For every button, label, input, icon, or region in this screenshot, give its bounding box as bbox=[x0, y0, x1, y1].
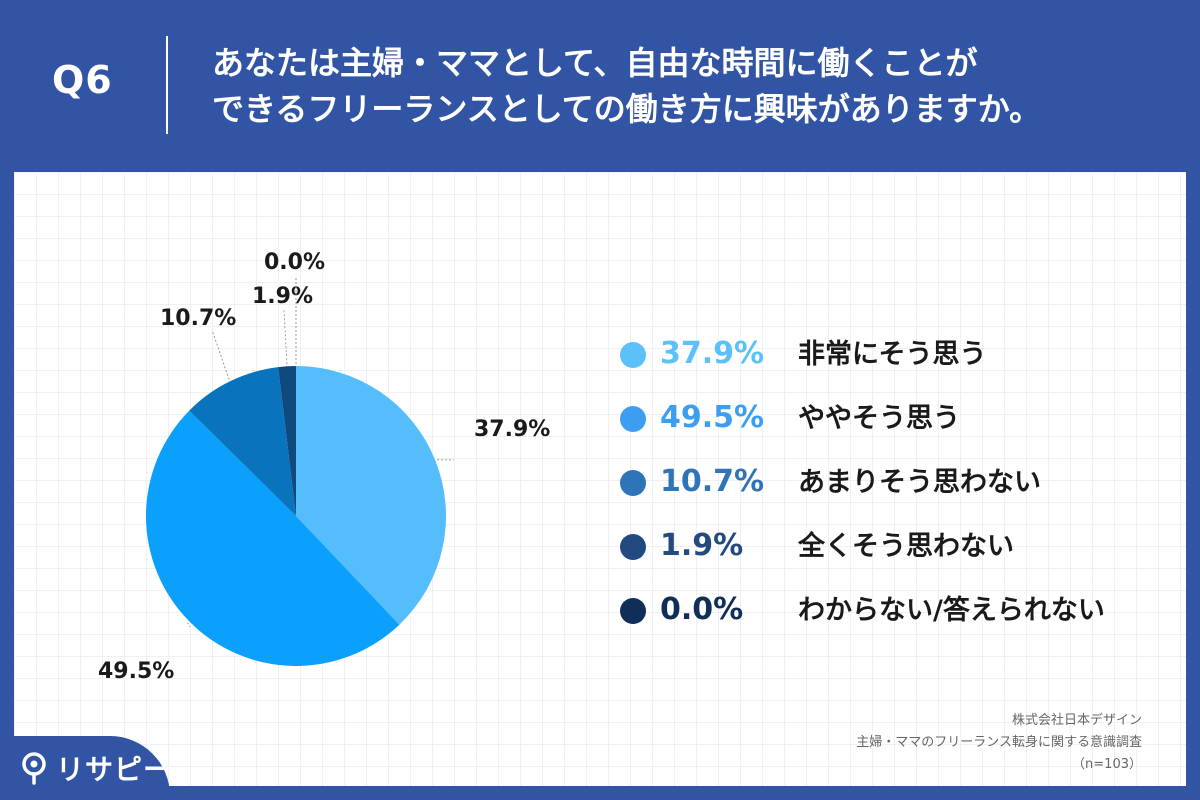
source-note: 株式会社日本デザイン 主婦・ママのフリーランス転身に関する意識調査 （n=103… bbox=[856, 710, 1142, 776]
data-label: 37.9% bbox=[474, 417, 550, 442]
leader-line bbox=[283, 309, 288, 365]
legend-item: 10.7% あまりそう思わない bbox=[620, 462, 1180, 526]
legend-label: わからない/答えられない bbox=[798, 595, 1105, 626]
source-survey: 主婦・ママのフリーランス転身に関する意識調査 bbox=[856, 735, 1142, 750]
legend-swatch bbox=[620, 534, 646, 560]
legend-item: 1.9% 全くそう思わない bbox=[620, 526, 1180, 590]
pie-slice bbox=[296, 366, 446, 625]
legend-percent: 49.5% bbox=[660, 400, 765, 435]
question-title-line-2: できるフリーランスとしての働き方に興味がありますか。 bbox=[212, 90, 1042, 128]
pie-slice bbox=[189, 367, 296, 516]
pie-slice bbox=[146, 410, 400, 666]
data-label: 1.9% bbox=[252, 284, 313, 309]
brand-logo: リサピー bbox=[20, 748, 172, 788]
brand-tab bbox=[0, 736, 170, 800]
leader-line bbox=[187, 622, 191, 628]
question-title: あなたは主婦・ママとして、自由な時間に働くことが できるフリーランスとしての働き… bbox=[212, 40, 1172, 132]
magnifier-pin-icon bbox=[22, 752, 46, 785]
legend-swatch bbox=[620, 406, 646, 432]
question-number: Q6 bbox=[52, 58, 113, 102]
legend-label: 全くそう思わない bbox=[798, 531, 1014, 562]
legend-item: 37.9% 非常にそう思う bbox=[620, 334, 1180, 398]
leader-line bbox=[211, 329, 230, 380]
legend-item: 49.5% ややそう思う bbox=[620, 398, 1180, 462]
data-label: 0.0% bbox=[264, 250, 325, 275]
data-label: 10.7% bbox=[160, 306, 236, 331]
header-divider bbox=[166, 36, 168, 134]
legend-label: 非常にそう思う bbox=[798, 339, 987, 370]
legend-percent: 1.9% bbox=[660, 528, 744, 563]
chart-card: 37.9% 49.5% 10.7% 1.9% 0.0% 37.9% 非常にそう思う 49… bbox=[14, 172, 1186, 786]
legend-percent: 0.0% bbox=[660, 592, 744, 627]
legend-item: 0.0% わからない/答えられない bbox=[620, 590, 1180, 654]
legend-swatch bbox=[620, 598, 646, 624]
source-sample-size: （n=103） bbox=[1072, 757, 1142, 772]
legend-percent: 37.9% bbox=[660, 336, 765, 371]
pie-chart: 37.9% 49.5% 10.7% 1.9% 0.0% bbox=[98, 250, 550, 684]
legend-percent: 10.7% bbox=[660, 464, 765, 499]
question-title-line-1: あなたは主婦・ママとして、自由な時間に働くことが bbox=[212, 44, 978, 82]
legend-label: あまりそう思わない bbox=[798, 467, 1041, 498]
legend: 37.9% 非常にそう思う 49.5% ややそう思う 10.7% あまりそう思わ… bbox=[620, 334, 1180, 654]
legend-swatch bbox=[620, 470, 646, 496]
legend-swatch bbox=[620, 342, 646, 368]
source-company: 株式会社日本デザイン bbox=[1011, 713, 1142, 728]
pie-slice bbox=[278, 366, 296, 516]
legend-label: ややそう思う bbox=[798, 403, 960, 434]
brand-name: リサピー bbox=[56, 753, 173, 786]
data-label: 49.5% bbox=[98, 659, 174, 684]
header: Q6 あなたは主婦・ママとして、自由な時間に働くことが できるフリーランスとして… bbox=[0, 0, 1200, 170]
